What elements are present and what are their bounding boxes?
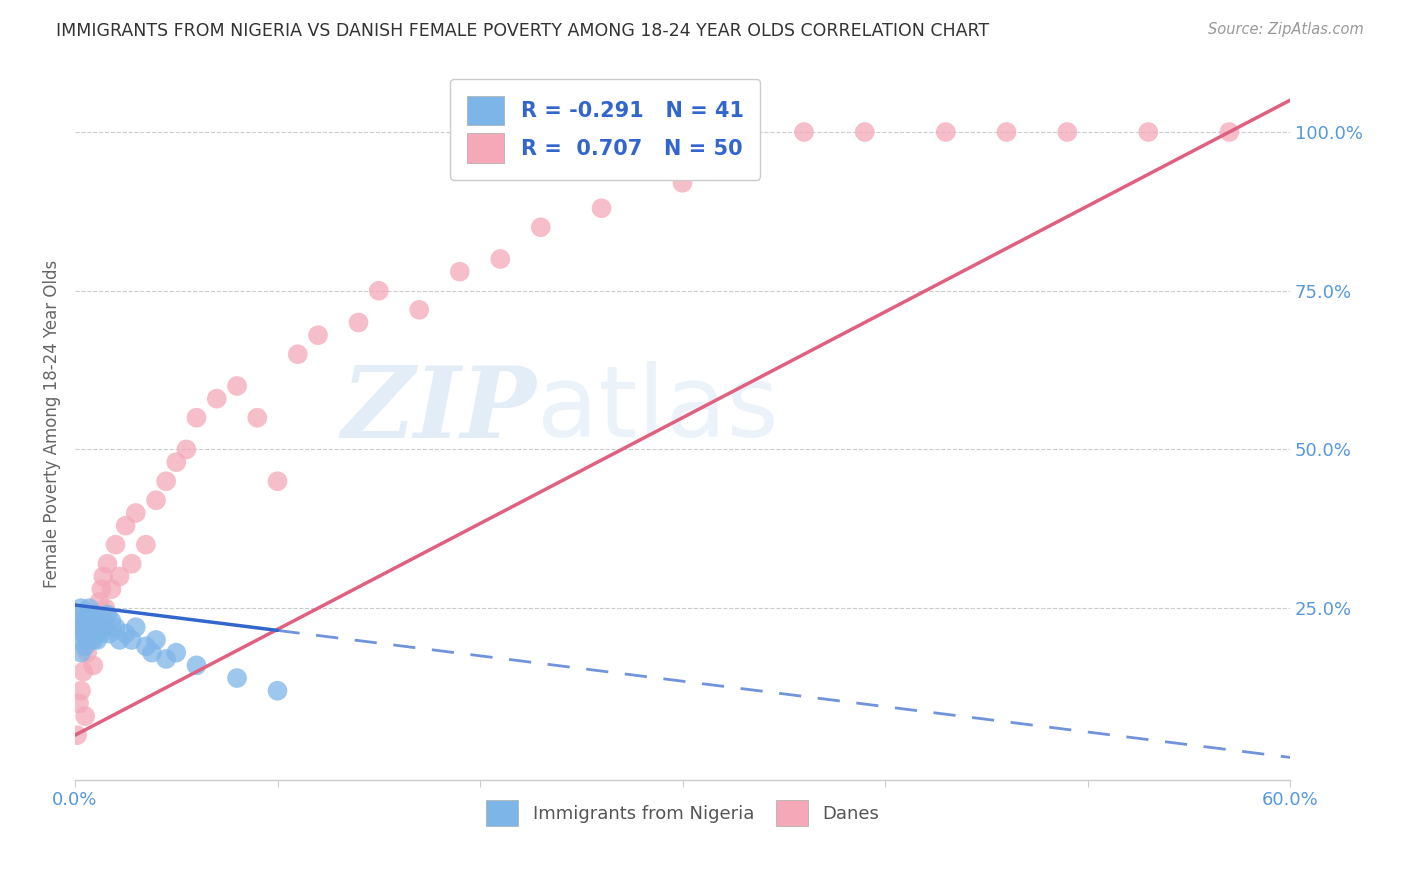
Point <box>114 626 136 640</box>
Point <box>114 518 136 533</box>
Point <box>76 607 98 622</box>
Point <box>72 614 94 628</box>
Text: ZIP: ZIP <box>342 361 537 458</box>
Point <box>449 265 471 279</box>
Legend: Immigrants from Nigeria, Danes: Immigrants from Nigeria, Danes <box>477 791 889 835</box>
Point <box>77 620 100 634</box>
Point <box>100 614 122 628</box>
Point <box>733 125 755 139</box>
Point <box>96 557 118 571</box>
Text: Source: ZipAtlas.com: Source: ZipAtlas.com <box>1208 22 1364 37</box>
Point <box>94 620 117 634</box>
Point <box>186 658 208 673</box>
Point <box>121 632 143 647</box>
Text: IMMIGRANTS FROM NIGERIA VS DANISH FEMALE POVERTY AMONG 18-24 YEAR OLDS CORRELATI: IMMIGRANTS FROM NIGERIA VS DANISH FEMALE… <box>56 22 990 40</box>
Point <box>246 410 269 425</box>
Point <box>72 626 94 640</box>
Point <box>135 640 157 654</box>
Point <box>141 646 163 660</box>
Point <box>125 506 148 520</box>
Point <box>165 455 187 469</box>
Point <box>1137 125 1160 139</box>
Point <box>70 646 93 660</box>
Point <box>86 632 108 647</box>
Point <box>145 632 167 647</box>
Y-axis label: Female Poverty Among 18-24 Year Olds: Female Poverty Among 18-24 Year Olds <box>44 260 60 588</box>
Point <box>408 302 430 317</box>
Point <box>287 347 309 361</box>
Point <box>90 582 112 596</box>
Point <box>96 607 118 622</box>
Point <box>176 442 198 457</box>
Point <box>84 626 107 640</box>
Point <box>75 640 97 654</box>
Point <box>94 601 117 615</box>
Point <box>86 614 108 628</box>
Point <box>77 601 100 615</box>
Point <box>84 607 107 622</box>
Point <box>266 683 288 698</box>
Point <box>347 316 370 330</box>
Point <box>145 493 167 508</box>
Point <box>82 658 104 673</box>
Point <box>367 284 389 298</box>
Point <box>108 569 131 583</box>
Point <box>70 683 93 698</box>
Point <box>155 652 177 666</box>
Point <box>82 620 104 634</box>
Point <box>1218 125 1240 139</box>
Point <box>77 632 100 647</box>
Point <box>135 538 157 552</box>
Point <box>155 474 177 488</box>
Point <box>226 671 249 685</box>
Point <box>186 410 208 425</box>
Point <box>86 620 108 634</box>
Point <box>205 392 228 406</box>
Point <box>80 620 103 634</box>
Point <box>793 125 815 139</box>
Point <box>67 632 90 647</box>
Point <box>76 632 98 647</box>
Point <box>266 474 288 488</box>
Point <box>108 632 131 647</box>
Point <box>93 569 115 583</box>
Point <box>80 626 103 640</box>
Point <box>70 601 93 615</box>
Point <box>104 620 127 634</box>
Point <box>98 626 121 640</box>
Point <box>100 582 122 596</box>
Point <box>671 176 693 190</box>
Point <box>90 626 112 640</box>
Point <box>307 328 329 343</box>
Point <box>591 201 613 215</box>
Point <box>67 697 90 711</box>
Point <box>84 607 107 622</box>
Point <box>82 632 104 647</box>
Point <box>75 709 97 723</box>
Point <box>66 728 89 742</box>
Point <box>530 220 553 235</box>
Point <box>89 595 111 609</box>
Point <box>75 620 97 634</box>
Point <box>165 646 187 660</box>
Point <box>853 125 876 139</box>
Point <box>104 538 127 552</box>
Point <box>489 252 512 266</box>
Point <box>89 620 111 634</box>
Point <box>76 646 98 660</box>
Point <box>66 607 89 622</box>
Point <box>67 620 90 634</box>
Point <box>935 125 957 139</box>
Point <box>1056 125 1078 139</box>
Point <box>226 379 249 393</box>
Point <box>125 620 148 634</box>
Text: atlas: atlas <box>537 361 779 458</box>
Point <box>121 557 143 571</box>
Point <box>93 614 115 628</box>
Point <box>995 125 1018 139</box>
Point <box>80 614 103 628</box>
Point <box>72 665 94 679</box>
